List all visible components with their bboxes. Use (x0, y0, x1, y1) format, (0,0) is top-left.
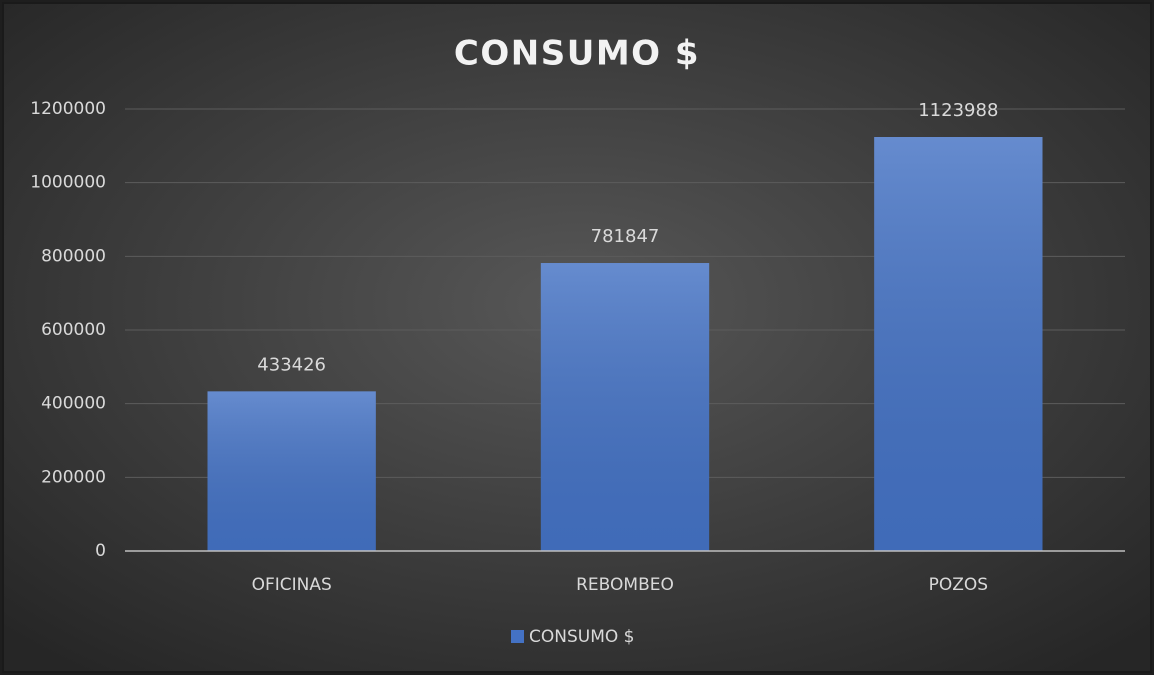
x-tick-label: REBOMBEO (576, 575, 674, 595)
y-tick-label: 200000 (41, 467, 106, 487)
y-tick-label: 1000000 (30, 173, 106, 193)
data-label: 1123988 (918, 100, 998, 121)
data-label: 433426 (257, 354, 326, 375)
y-tick-label: 0 (95, 541, 106, 561)
y-tick-label: 400000 (41, 394, 106, 414)
data-label: 781847 (591, 226, 660, 247)
chart-title: CONSUMO $ (454, 34, 700, 74)
bar-shine (874, 136, 1043, 552)
bar-shine (207, 391, 376, 551)
x-tick-label: OFICINAS (252, 575, 332, 595)
x-tick-label: POZOS (929, 575, 988, 595)
bar-shine (540, 263, 710, 551)
legend-swatch (511, 630, 524, 643)
legend-label: CONSUMO $ (529, 627, 634, 647)
y-tick-label: 600000 (41, 320, 106, 340)
y-tick-label: 1200000 (30, 99, 106, 119)
y-tick-label: 800000 (41, 246, 106, 266)
